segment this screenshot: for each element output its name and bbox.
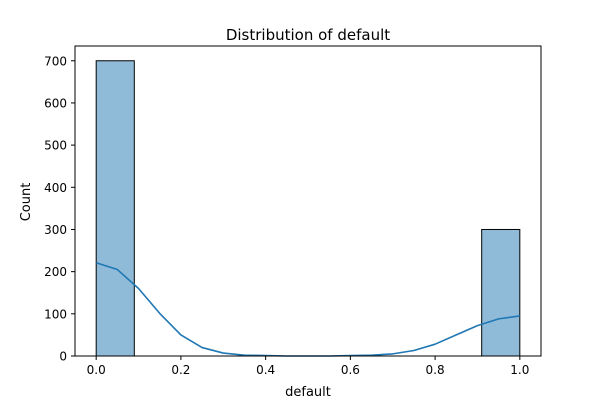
y-tick-label: 0: [59, 350, 67, 364]
x-tick-label: 0.6: [341, 363, 360, 377]
x-tick-label: 0.8: [426, 363, 445, 377]
y-tick-label: 100: [44, 307, 67, 321]
histogram-bar: [481, 228, 521, 357]
bars-group: [95, 60, 521, 357]
y-tick-label: 400: [44, 181, 67, 195]
y-tick-label: 600: [44, 96, 67, 110]
x-tick-label: 1.0: [510, 363, 529, 377]
y-tick-label: 700: [44, 54, 67, 68]
x-tick-label: 0.0: [87, 363, 106, 377]
plot-frame: [74, 45, 542, 357]
y-tick-label: 300: [44, 223, 67, 237]
x-ticks-group: 0.0 0.2 0.4 0.6 0.8 1.0: [87, 356, 529, 377]
x-tick-label: 0.4: [256, 363, 275, 377]
kde-group: [95, 262, 520, 357]
y-tick-label: 500: [44, 139, 67, 153]
chart-title: Distribution of default: [226, 26, 390, 44]
kde-curve: [95, 262, 520, 357]
y-axis-label: Count: [19, 183, 34, 222]
histogram-bar: [95, 60, 135, 357]
y-tick-label: 200: [44, 265, 67, 279]
x-axis-label: default: [285, 385, 331, 400]
x-tick-label: 0.2: [171, 363, 190, 377]
y-ticks-group: 0 100 200 300 400 500 600 700: [44, 54, 75, 364]
